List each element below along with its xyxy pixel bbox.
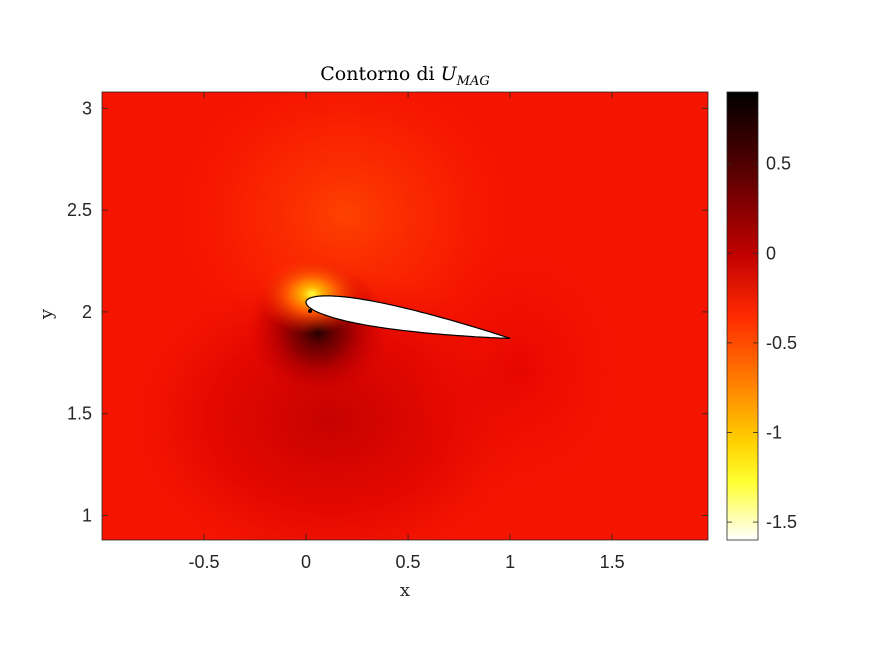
colorbar-tick-label: 0: [766, 243, 776, 263]
chart-title: Contorno di UMAG: [320, 63, 489, 89]
leading-edge-marker: [308, 309, 312, 313]
contour-field: [102, 92, 708, 540]
x-tick-label: -0.5: [189, 552, 220, 572]
plot-frame: [101, 91, 709, 541]
x-tick-label: 0.5: [396, 552, 421, 572]
y-axis-label: y: [36, 308, 57, 320]
colorbar-gradient: [726, 91, 759, 541]
y-tick-label: 2: [82, 302, 92, 322]
x-tick-label: 1: [505, 552, 515, 572]
colorbar-tick-label: -0.5: [766, 333, 797, 353]
x-axis-label: x: [400, 580, 410, 601]
trailing-edge-region: [410, 240, 630, 500]
colorbar-ticks: 0.5 0 -0.5 -1 -1.5: [727, 154, 797, 532]
y-tick-label: 1.5: [67, 404, 92, 424]
x-axis: -0.5 0 0.5 1 1.5: [189, 92, 625, 572]
colorbar-tick-label: -1: [766, 422, 782, 442]
y-tick-label: 1: [82, 506, 92, 526]
title-subscript: MAG: [456, 74, 490, 89]
x-tick-label: 0: [301, 552, 311, 572]
airfoil: [305, 295, 511, 339]
svg-text:Contorno di UMAG: Contorno di UMAG: [320, 63, 489, 89]
title-symbol: U: [441, 63, 458, 85]
y-tick-label: 2.5: [67, 200, 92, 220]
colorbar-tick-label: 0.5: [766, 154, 791, 174]
y-tick-label: 3: [82, 98, 92, 118]
title-main: Contorno di: [320, 63, 440, 85]
colorbar-tick-label: -1.5: [766, 512, 797, 532]
x-tick-label: 1.5: [600, 552, 625, 572]
colorbar: 0.5 0 -0.5 -1 -1.5: [726, 91, 797, 541]
y-axis: 1 1.5 2 2.5 3: [67, 98, 708, 526]
